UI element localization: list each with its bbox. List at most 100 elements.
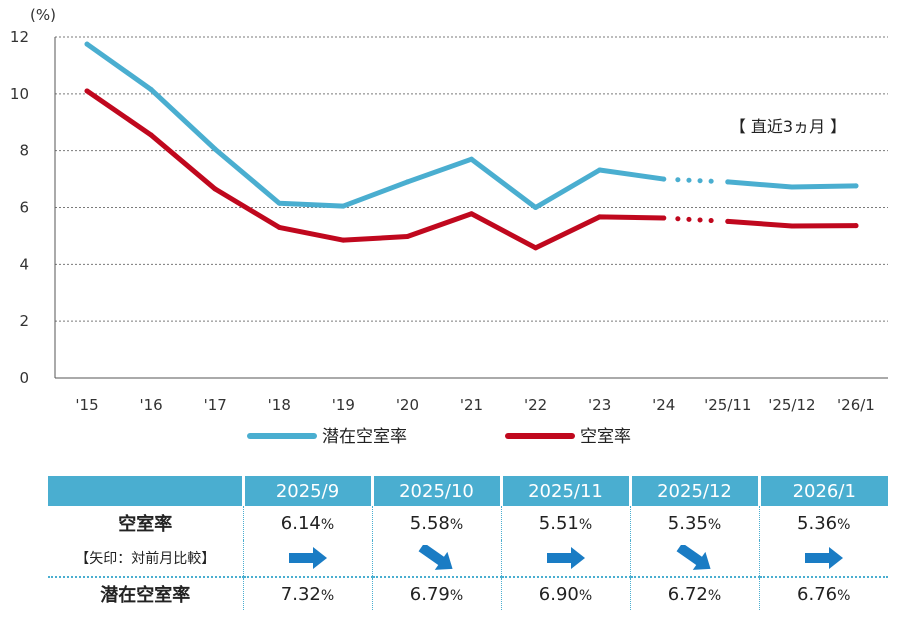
- arrow-shape: [546, 547, 585, 569]
- table-header-month: 2025/11: [501, 476, 632, 506]
- trend-arrow-icon: [418, 545, 453, 570]
- x-tick-label: '19: [332, 396, 355, 414]
- data-point: [212, 186, 218, 192]
- legend-label: 潜在空室率: [322, 427, 407, 447]
- data-point: [533, 245, 539, 251]
- vacancy-value: 5.35: [667, 512, 708, 534]
- arrow-shape: [676, 545, 711, 570]
- data-point: [469, 211, 474, 217]
- x-tick-label: '25/11: [704, 396, 751, 414]
- arrow-cell: [630, 540, 760, 577]
- data-point: [276, 224, 282, 230]
- y-tick-label: 8: [19, 142, 29, 160]
- vacancy-value: 5.51: [538, 512, 579, 534]
- arrow-cell: [759, 540, 888, 577]
- y-tick-label: 10: [10, 85, 29, 103]
- vacancy-value: 5.58: [409, 512, 450, 534]
- latent-value: 6.72: [667, 583, 708, 605]
- x-tick-label: '25/12: [768, 396, 815, 414]
- vacancy-row-label: 空室率: [48, 506, 244, 540]
- latent-value: 6.90: [538, 583, 579, 605]
- data-point: [533, 205, 539, 210]
- y-tick-label: 2: [19, 312, 29, 330]
- arrow-shape: [804, 547, 843, 569]
- vacancy-cell: 5.51%: [501, 506, 631, 540]
- trend-arrow-icon: [288, 547, 327, 569]
- vacancy-value: 5.36: [797, 512, 838, 534]
- arrow-cell: [243, 540, 373, 577]
- y-unit-label: (%): [30, 6, 56, 24]
- series-dotted-segment: [675, 216, 717, 224]
- x-tick-label: '15: [75, 396, 98, 414]
- vacancy-cell: 5.58%: [372, 506, 502, 540]
- percent-sign: %: [449, 516, 464, 533]
- arrow-row: 【矢印：対前月比較】: [48, 540, 888, 577]
- x-tick-label: '20: [396, 396, 419, 414]
- arrow-cell: [501, 540, 631, 577]
- table-header-month: 2025/12: [630, 476, 761, 506]
- recent-3-months-annotation: 【 直近3ヵ月 】: [730, 117, 846, 136]
- series-line: [84, 41, 667, 210]
- vacancy-cell: 5.36%: [759, 506, 888, 540]
- y-tick-label: 4: [19, 255, 29, 273]
- x-tick-label: '22: [524, 396, 547, 414]
- latent-cell: 6.76%: [759, 576, 888, 610]
- x-tick-label: '18: [268, 396, 291, 414]
- data-point: [725, 179, 731, 185]
- data-point: [148, 87, 154, 93]
- latent-cell: 6.72%: [630, 576, 760, 610]
- table-header-month: 2025/9: [243, 476, 374, 506]
- trend-arrow-icon: [676, 545, 711, 570]
- data-point: [340, 203, 346, 209]
- data-point: [340, 237, 346, 243]
- latent-value: 6.76: [797, 583, 838, 605]
- data-point: [661, 215, 667, 221]
- x-tick-label: '26/1: [837, 396, 875, 414]
- percent-sign: %: [578, 516, 593, 533]
- vacancy-cell: 6.14%: [243, 506, 373, 540]
- vacancy-value: 6.14: [280, 512, 321, 534]
- latent-cell: 7.32%: [243, 576, 373, 610]
- data-point: [789, 184, 795, 190]
- x-tick-label: '17: [204, 396, 227, 414]
- x-tick-label: '21: [460, 396, 483, 414]
- latent-value: 7.32: [280, 583, 321, 605]
- data-point: [789, 223, 795, 229]
- data-point: [853, 223, 859, 229]
- latent-value: 6.79: [409, 583, 450, 605]
- data-point: [597, 167, 603, 173]
- trend-arrow-icon: [546, 547, 585, 569]
- percent-sign: %: [320, 516, 335, 533]
- percent-sign: %: [320, 587, 335, 604]
- data-point: [661, 176, 667, 182]
- x-tick-label: '24: [652, 396, 675, 414]
- percent-sign: %: [449, 587, 464, 604]
- data-point: [725, 218, 731, 224]
- trend-arrow-icon: [804, 547, 843, 569]
- data-point: [597, 214, 603, 220]
- line-chart: (%) 0 2 4 6 8 10 12 '15 '16 '17 '18 '19 '20 '21 '22 '23 '…: [10, 6, 888, 447]
- table-header-row: 2025/9 2025/10 2025/11 2025/12 2026/1: [48, 476, 888, 506]
- series-line: [84, 88, 667, 251]
- data-point: [404, 233, 410, 239]
- table-header-blank: [48, 476, 245, 506]
- percent-sign: %: [707, 516, 722, 533]
- data-point: [853, 183, 859, 189]
- data-point: [148, 132, 154, 138]
- latent-cell: 6.79%: [372, 576, 502, 610]
- latent-cell: 6.90%: [501, 576, 631, 610]
- arrow-row-label: 【矢印：対前月比較】: [48, 540, 244, 577]
- table-header-month: 2026/1: [759, 476, 888, 506]
- latent-row: 潜在空室率 7.32% 6.79% 6.90% 6.72% 6.76%: [48, 576, 888, 610]
- data-point: [84, 41, 90, 47]
- x-tick-label: '16: [140, 396, 163, 414]
- vacancy-row: 空室率 6.14% 5.58% 5.51% 5.35% 5.36%: [48, 506, 888, 540]
- percent-sign: %: [837, 516, 851, 533]
- data-point: [276, 200, 282, 206]
- x-tick-label: '23: [588, 396, 611, 414]
- vacancy-cell: 5.35%: [630, 506, 760, 540]
- summary-table: 2025/9 2025/10 2025/11 2025/12 2026/1 空室…: [48, 476, 888, 610]
- latent-row-label: 潜在空室率: [48, 576, 244, 610]
- arrow-shape: [418, 545, 453, 570]
- data-point: [404, 179, 410, 185]
